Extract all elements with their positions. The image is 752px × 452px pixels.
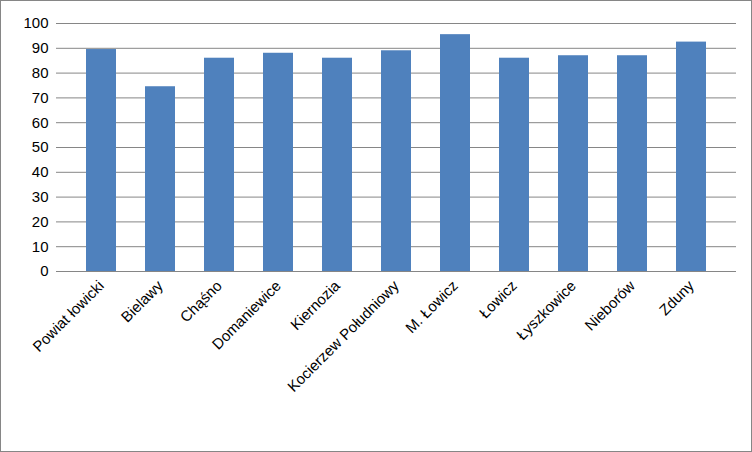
svg-text:Kiernozia: Kiernozia [287,276,344,333]
svg-text:0: 0 [40,262,48,279]
svg-text:60: 60 [32,114,49,131]
svg-text:M. Łowicz: M. Łowicz [402,277,461,336]
svg-text:70: 70 [32,89,49,106]
svg-text:30: 30 [32,188,49,205]
svg-text:90: 90 [32,39,49,56]
svg-text:Powiat łowicki: Powiat łowicki [29,277,107,355]
svg-text:Łowicz: Łowicz [476,277,520,321]
svg-text:Domaniewice: Domaniewice [208,277,284,353]
svg-text:Kocierzew Południowy: Kocierzew Południowy [284,276,402,394]
svg-text:Bielawy: Bielawy [117,276,166,325]
svg-text:50: 50 [32,138,49,155]
svg-text:Łyszkowice: Łyszkowice [513,277,579,343]
svg-text:20: 20 [32,213,49,230]
svg-text:100: 100 [23,14,48,31]
svg-text:10: 10 [32,238,49,255]
svg-text:80: 80 [32,64,49,81]
svg-text:Nieborów: Nieborów [581,277,638,334]
svg-text:40: 40 [32,163,49,180]
svg-text:Chąśno: Chąśno [176,277,225,326]
svg-text:Zduny: Zduny [656,276,698,318]
